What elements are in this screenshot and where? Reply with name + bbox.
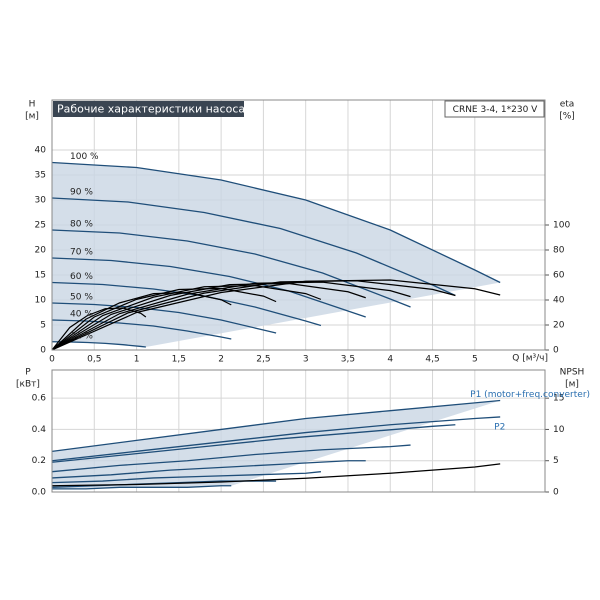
y2-tick-label: 60 (553, 271, 565, 281)
curve (52, 485, 232, 490)
curve (51, 292, 232, 351)
y-tick-label: 0 (40, 346, 46, 356)
curve (51, 285, 322, 351)
x-tick-label: 2,5 (256, 355, 270, 365)
curve-label: 40 % (70, 310, 93, 320)
y2-axis-label: eta (560, 100, 575, 110)
chart-subtitle: CRNE 3-4, 1*230 V (453, 105, 539, 115)
curve (51, 444, 411, 473)
curve-label: 60 % (70, 272, 93, 282)
curve (51, 161, 501, 284)
y-tick-label: 15 (35, 271, 46, 281)
x-tick-label: 0 (49, 355, 55, 365)
curve-label: 80 % (70, 220, 93, 230)
y-axis-label: H (29, 100, 36, 110)
y2-axis-unit: [м] (565, 380, 579, 390)
x-tick-label: 3 (303, 355, 309, 365)
title-box (53, 101, 244, 117)
plot-border (51, 369, 546, 493)
operating-area (52, 400, 501, 489)
curve (51, 460, 366, 479)
curve (51, 399, 501, 452)
y-tick-label: 35 (35, 171, 46, 181)
y2-axis-label: NPSH (560, 368, 585, 378)
x-tick-label: 1,5 (172, 355, 186, 365)
curve (51, 480, 277, 488)
curve (51, 307, 147, 351)
x-axis-label: Q [м³/ч] (512, 354, 548, 364)
y2-tick-label: 100 (553, 221, 570, 231)
x-tick-label: 3,5 (341, 355, 355, 365)
curve (51, 471, 321, 484)
y2-tick-label: 0 (553, 346, 559, 356)
curve-label: P2 (494, 422, 505, 432)
curve (51, 282, 366, 351)
curve (51, 287, 277, 351)
curve-label: 21 % (70, 331, 93, 341)
y2-tick-label: 40 (553, 296, 565, 306)
curve (51, 424, 456, 463)
y2-axis-unit: [%] (559, 112, 575, 122)
y-axis-unit: [кВт] (16, 380, 40, 390)
y-tick-label: 0.4 (32, 425, 47, 435)
x-tick-label: 2 (218, 355, 224, 365)
curve-label: 90 % (70, 188, 93, 198)
y2-tick-label: 10 (553, 425, 565, 435)
curve (51, 257, 366, 318)
y-tick-label: 30 (35, 196, 47, 206)
curve-label: 100 % (70, 152, 99, 162)
y-axis-label: P (25, 368, 31, 378)
chart-title: Рабочие характеристики насоса (57, 103, 245, 116)
x-tick-label: 4,5 (425, 355, 439, 365)
plot-border (51, 99, 546, 351)
curve (51, 319, 232, 340)
y-tick-label: 0.6 (32, 394, 47, 404)
x-tick-label: 5 (472, 355, 478, 365)
curve (51, 280, 456, 351)
model-box (444, 100, 545, 118)
y-tick-label: 20 (35, 246, 47, 256)
curve-label: 50 % (70, 293, 93, 303)
y-tick-label: 40 (35, 146, 47, 156)
y-axis-unit: [м] (25, 112, 39, 122)
y2-tick-label: 5 (553, 456, 559, 466)
y-tick-label: 10 (35, 296, 47, 306)
curve-label: P1 (motor+freq.converter) (470, 390, 590, 400)
curve (51, 416, 501, 462)
y-tick-label: 0.2 (32, 456, 46, 466)
curve (51, 281, 411, 351)
curve (51, 302, 277, 334)
curve (51, 229, 411, 308)
y2-tick-label: 15 (553, 394, 564, 404)
x-tick-label: 4 (387, 355, 393, 365)
y2-tick-label: 80 (553, 246, 565, 256)
x-tick-label: 1 (134, 355, 140, 365)
curve (51, 197, 456, 297)
y-tick-label: 25 (35, 221, 46, 231)
y-tick-label: 5 (40, 321, 46, 331)
curve (51, 463, 501, 487)
y2-tick-label: 0 (553, 488, 559, 498)
y-tick-label: 0.0 (32, 488, 47, 498)
y2-tick-label: 20 (553, 321, 565, 331)
curve-label: 70 % (70, 248, 93, 258)
x-tick-label: 0,5 (87, 355, 101, 365)
